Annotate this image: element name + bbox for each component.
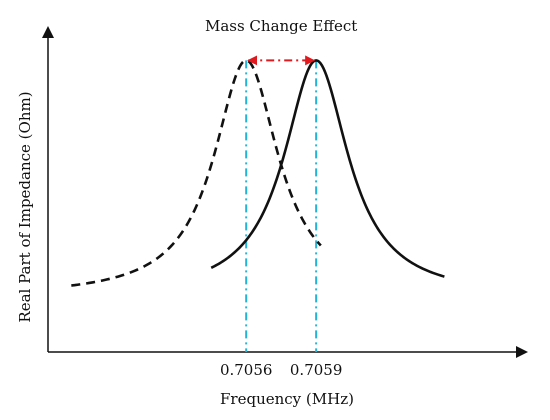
series-line-1-dashed bbox=[71, 59, 322, 287]
annotation-layer: Mass Change Effect bbox=[205, 17, 357, 66]
x-tick-labels: 0.7056 0.7059 bbox=[220, 361, 342, 379]
annotation-label: Mass Change Effect bbox=[205, 17, 357, 35]
series-line-2-solid bbox=[210, 59, 445, 278]
y-axis-title: Real Part of Impedance (Ohm) bbox=[16, 91, 34, 322]
x-axis-title: Frequency (MHz) bbox=[220, 390, 354, 408]
series-layer bbox=[71, 59, 445, 287]
x-tick-label-2: 0.7059 bbox=[290, 361, 343, 379]
marker-lines bbox=[245, 60, 318, 352]
x-tick-label-1: 0.7056 bbox=[220, 361, 273, 379]
